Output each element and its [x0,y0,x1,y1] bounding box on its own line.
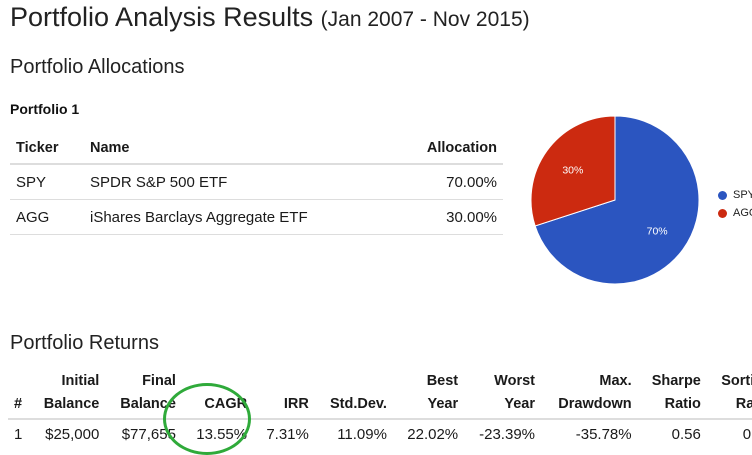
legend-label: SPY [733,189,752,201]
header-line-2: Std.Dev. [330,396,387,412]
header-line-2: Ratio [735,396,752,412]
returns-col-header: Sharpe Ratio [637,368,707,420]
returns-col-header: Initial Balance [28,368,106,420]
allocation-cell: 70.00% [392,164,503,200]
allocation-cell: 30.00% [392,199,503,235]
returns-header-row: # Initial Balance Final Balance CAGR IRR Std… [8,368,752,420]
allocation-pie-chart: 70% 30% [530,115,700,285]
col-allocation: Allocation [392,133,503,165]
allocations-header-row: Ticker Name Allocation [10,133,503,165]
header-line-1: Best [426,373,459,389]
pie-legend: SPY AGG [718,186,752,222]
header-line-2: IRR [283,396,309,412]
legend-swatch [718,190,727,200]
legend-item: SPY [718,186,752,204]
header-line-2: Year [504,396,535,412]
header-line-1: Sharpe [651,373,701,389]
returns-cell: $25,000 [45,426,100,443]
table-row: SPY SPDR S&P 500 ETF 70.00% [10,164,503,200]
table-row: AGG iShares Barclays Aggregate ETF 30.00… [10,199,503,235]
pie-slice-label: 30% [562,164,583,176]
returns-col-header: Max. Drawdown [541,368,638,420]
returns-col-header: Best Year [392,368,465,420]
returns-col-header: # [8,368,29,420]
header-line-1: Initial [61,373,100,389]
header-line-1: Worst [494,373,535,389]
header-line-1: Sortino [721,373,752,389]
header-line-1: Max. [599,373,632,389]
header-line-1: Final [142,373,176,389]
portfolio-label: Portfolio 1 [10,101,80,117]
returns-col-header: Worst Year [464,368,541,420]
pie-slice-spy [534,115,700,285]
header-line-2: Balance [120,396,176,412]
legend-label: AGG [733,207,752,219]
allocations-heading: Portfolio Allocations [10,56,185,78]
returns-cell: 11.09% [337,426,387,443]
returns-heading: Portfolio Returns [10,332,159,354]
allocations-table: Ticker Name Allocation SPY SPDR S&P 500 … [10,133,503,235]
header-line-1 [321,370,387,393]
pie-slice-agg [530,115,616,227]
pie-slice-label: 70% [647,226,668,238]
returns-cell: -23.39% [479,426,535,443]
ticker-cell: AGG [10,199,84,235]
table-row: 1 $25,000 $77,655 13.55% 7.31% 11.09% 22.02% -2… [8,419,752,449]
header-line-1 [14,370,25,393]
ticker-cell: SPY [10,164,84,200]
returns-col-header: Std.Dev. [314,368,393,420]
returns-cell: 0.82 [742,426,752,443]
returns-cell: 22.02% [407,426,459,443]
header-line-2: Drawdown [558,396,632,412]
returns-cell: 0.56 [671,426,701,443]
col-ticker: Ticker [10,133,84,165]
page-title-text: Portfolio Analysis Results [10,2,314,32]
legend-swatch [718,208,727,218]
cagr-highlight-circle [163,383,251,455]
name-cell: SPDR S&P 500 ETF [84,164,393,200]
name-cell: iShares Barclays Aggregate ETF [84,199,393,235]
returns-cell: -35.78% [575,426,632,443]
returns-col-header: Sortino Ratio [706,368,752,420]
date-range: (Jan 2007 - Nov 2015) [320,8,530,31]
returns-cell: 1 [14,426,23,443]
header-line-2: Balance [43,396,100,412]
header-line-2: Year [427,396,459,412]
header-line-2: # [14,396,23,412]
header-line-2: Ratio [664,396,701,412]
returns-table: # Initial Balance Final Balance CAGR IRR Std… [8,368,752,449]
legend-item: AGG [718,204,752,222]
returns-col-header: IRR [253,368,315,420]
returns-cell: 7.31% [266,426,309,443]
header-line-1 [259,370,309,393]
col-name: Name [84,133,393,165]
page-title: Portfolio Analysis Results (Jan 2007 - N… [10,2,530,33]
returns-cell: $77,655 [121,426,176,443]
